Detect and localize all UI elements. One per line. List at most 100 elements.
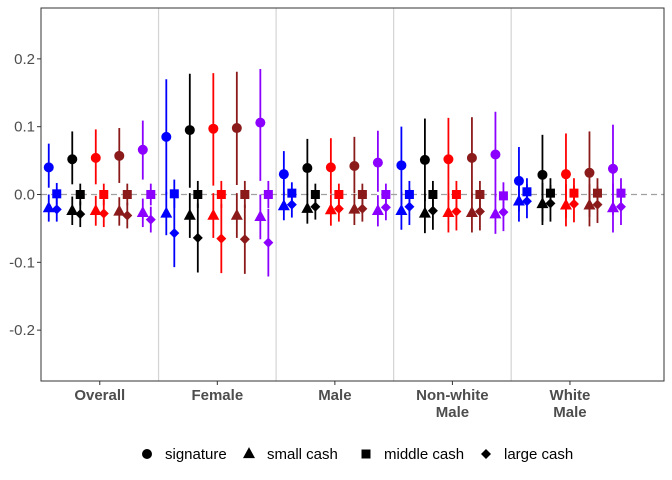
estimate-triangle-marker xyxy=(606,201,619,213)
x-group-label: White Male xyxy=(550,387,591,421)
estimate-circle-marker xyxy=(208,123,219,134)
estimate-circle-marker xyxy=(607,163,618,174)
estimate-triangle-marker xyxy=(89,203,102,215)
estimate-square-marker xyxy=(99,190,109,199)
estimate-circle-marker xyxy=(137,144,148,155)
estimate-diamond-marker xyxy=(310,201,321,212)
estimate-diamond-marker xyxy=(216,233,227,244)
estimate-triangle-marker xyxy=(536,197,549,209)
estimate-diamond-marker xyxy=(380,202,391,213)
estimate-diamond-marker xyxy=(592,199,603,210)
estimate-diamond-marker xyxy=(75,209,86,220)
estimate-diamond-marker xyxy=(51,204,62,215)
estimate-circle-marker xyxy=(114,150,125,161)
estimate-triangle-marker xyxy=(324,203,337,215)
estimate-circle-marker xyxy=(396,160,407,171)
x-group-label: Overall xyxy=(74,387,125,404)
estimate-diamond-marker xyxy=(451,206,462,217)
estimate-triangle-marker xyxy=(301,201,314,213)
estimate-circle-marker xyxy=(43,162,54,173)
estimate-square-marker xyxy=(146,190,156,199)
estimate-circle-marker xyxy=(184,125,195,136)
estimate-diamond-marker xyxy=(545,198,556,209)
estimate-square-marker xyxy=(357,190,367,199)
estimate-square-marker xyxy=(263,190,273,199)
x-axis-group-labels: Overall Female Male Non-white Male White Male xyxy=(74,381,590,421)
y-tick-label: -0.2 xyxy=(9,322,35,339)
legend-label: small cash xyxy=(267,446,338,463)
estimate-triangle-marker xyxy=(489,207,502,219)
estimate-diamond-marker xyxy=(615,201,626,212)
estimate-triangle-marker xyxy=(559,198,572,210)
estimate-circle-marker xyxy=(231,123,242,134)
estimate-circle-marker xyxy=(161,131,172,142)
estimate-circle-marker xyxy=(372,157,383,168)
estimate-diamond-marker xyxy=(521,196,532,207)
estimate-triangle-marker xyxy=(66,203,79,215)
estimate-circle-marker xyxy=(584,167,595,178)
estimate-triangle-marker xyxy=(512,194,525,206)
x-group-label: Non-white Male xyxy=(416,387,489,421)
estimate-triangle-marker xyxy=(442,205,455,217)
estimate-circle-marker xyxy=(278,169,289,180)
estimate-circle-marker xyxy=(466,152,477,163)
y-tick-label: 0.0 xyxy=(14,187,35,204)
estimate-triangle-marker xyxy=(207,208,220,220)
y-tick-label: -0.1 xyxy=(9,254,35,271)
legend-diamond-marker xyxy=(481,449,491,459)
legend-label: signature xyxy=(165,446,227,463)
estimate-square-marker xyxy=(193,190,203,199)
estimate-diamond-marker xyxy=(169,228,180,239)
estimate-circle-marker xyxy=(90,152,101,163)
estimate-circle-marker xyxy=(325,162,336,173)
estimate-circle-marker xyxy=(560,169,571,180)
estimate-diamond-marker xyxy=(357,203,368,214)
y-axis: -0.2 -0.1 0.0 0.1 0.2 xyxy=(9,51,41,339)
estimate-square-marker xyxy=(334,190,344,199)
estimate-diamond-marker xyxy=(145,214,156,225)
estimate-diamond-marker xyxy=(568,198,579,209)
estimate-triangle-marker xyxy=(136,205,149,217)
legend-triangle-marker xyxy=(243,447,255,459)
estimate-diamond-marker xyxy=(333,203,344,214)
x-group-label: Female xyxy=(191,387,243,404)
estimate-triangle-marker xyxy=(418,206,431,218)
y-tick-label: 0.2 xyxy=(14,51,35,68)
estimate-circle-marker xyxy=(419,154,430,165)
estimate-diamond-marker xyxy=(192,232,203,243)
estimate-circle-marker xyxy=(349,161,360,172)
estimate-diamond-marker xyxy=(286,199,297,210)
estimate-circle-marker xyxy=(67,154,78,165)
estimate-triangle-marker xyxy=(371,203,384,215)
estimate-square-marker xyxy=(122,190,132,199)
estimate-square-marker xyxy=(169,189,179,199)
legend-square-marker xyxy=(361,449,371,459)
estimate-triangle-marker xyxy=(465,205,478,217)
legend: signature small cash middle cash large cash xyxy=(142,446,573,463)
estimate-square-marker xyxy=(216,190,226,199)
estimate-triangle-marker xyxy=(277,199,290,211)
estimate-triangle-marker xyxy=(230,208,243,220)
estimate-triangle-marker xyxy=(254,210,267,222)
estimate-square-marker xyxy=(52,189,62,199)
estimate-marks xyxy=(42,69,626,277)
estimate-circle-marker xyxy=(302,163,313,174)
legend-circle-marker xyxy=(142,449,152,459)
estimate-triangle-marker xyxy=(160,206,173,218)
estimate-diamond-marker xyxy=(404,201,415,212)
estimate-diamond-marker xyxy=(239,234,250,245)
estimate-triangle-marker xyxy=(113,204,126,216)
estimate-triangle-marker xyxy=(183,208,196,220)
estimate-square-marker xyxy=(240,190,250,199)
legend-label: large cash xyxy=(504,446,573,463)
x-group-label: Male xyxy=(318,387,351,404)
estimate-diamond-marker xyxy=(427,205,438,216)
y-tick-label: 0.1 xyxy=(14,119,35,136)
estimate-triangle-marker xyxy=(42,201,55,213)
estimate-circle-marker xyxy=(490,149,501,160)
estimate-diamond-marker xyxy=(474,206,485,217)
estimate-diamond-marker xyxy=(122,210,133,221)
estimate-diamond-marker xyxy=(98,208,109,219)
estimate-circle-marker xyxy=(443,154,454,165)
estimate-circle-marker xyxy=(537,169,548,180)
